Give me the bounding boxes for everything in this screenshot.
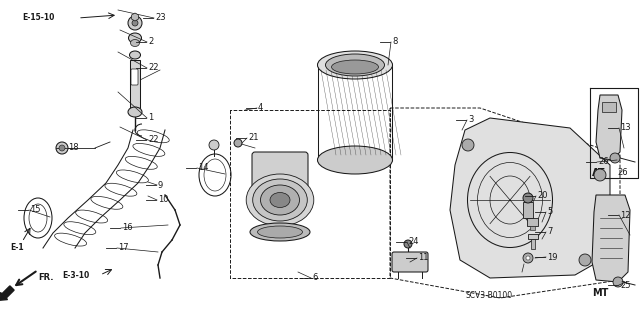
Text: 21: 21	[248, 133, 259, 143]
Text: 19: 19	[547, 253, 557, 262]
Circle shape	[56, 142, 68, 154]
Circle shape	[209, 140, 219, 150]
Text: 9: 9	[158, 181, 163, 189]
Text: 24: 24	[408, 238, 419, 247]
Circle shape	[610, 153, 620, 163]
Polygon shape	[596, 95, 622, 160]
FancyBboxPatch shape	[602, 102, 616, 112]
Ellipse shape	[246, 174, 314, 226]
Text: 11: 11	[418, 254, 429, 263]
Text: E-1: E-1	[10, 243, 24, 253]
Text: 22: 22	[148, 136, 159, 145]
FancyBboxPatch shape	[392, 252, 428, 272]
Circle shape	[234, 139, 242, 147]
Circle shape	[613, 277, 623, 287]
FancyBboxPatch shape	[130, 60, 140, 108]
Ellipse shape	[129, 51, 141, 59]
Ellipse shape	[317, 146, 392, 174]
Circle shape	[594, 169, 606, 181]
Ellipse shape	[257, 226, 303, 238]
Text: 22: 22	[148, 63, 159, 72]
Circle shape	[523, 253, 533, 263]
Text: 26: 26	[598, 158, 609, 167]
Text: 20: 20	[537, 191, 547, 201]
Circle shape	[579, 254, 591, 266]
Text: MT: MT	[592, 288, 609, 298]
Text: 26: 26	[617, 168, 628, 177]
Text: AT: AT	[592, 168, 605, 178]
FancyBboxPatch shape	[528, 234, 538, 239]
Text: E-15-10: E-15-10	[22, 13, 54, 23]
Text: 12: 12	[620, 211, 630, 219]
Circle shape	[59, 145, 65, 151]
Text: 4: 4	[258, 103, 263, 113]
Text: 25: 25	[620, 280, 630, 290]
Ellipse shape	[129, 33, 141, 43]
Circle shape	[526, 256, 530, 260]
Ellipse shape	[131, 40, 140, 47]
Ellipse shape	[326, 54, 385, 76]
Ellipse shape	[128, 107, 142, 117]
Circle shape	[462, 139, 474, 151]
FancyArrow shape	[0, 286, 14, 300]
Text: 13: 13	[620, 123, 630, 132]
Circle shape	[128, 16, 142, 30]
Text: 15: 15	[30, 205, 40, 214]
Text: 10: 10	[158, 196, 168, 204]
Ellipse shape	[332, 60, 378, 74]
FancyBboxPatch shape	[252, 152, 308, 213]
FancyBboxPatch shape	[523, 202, 533, 218]
Ellipse shape	[317, 51, 392, 79]
Text: SCV3-B0100: SCV3-B0100	[465, 292, 512, 300]
Circle shape	[404, 240, 412, 248]
Text: 14: 14	[198, 164, 209, 173]
Text: 5: 5	[547, 207, 552, 217]
Text: 23: 23	[155, 13, 166, 23]
Text: FR.: FR.	[38, 273, 54, 283]
Polygon shape	[450, 118, 610, 278]
Circle shape	[523, 193, 533, 203]
FancyBboxPatch shape	[131, 69, 138, 85]
Polygon shape	[592, 195, 630, 282]
Text: E-3-10: E-3-10	[62, 271, 89, 279]
Text: 3: 3	[468, 115, 474, 124]
Text: 1: 1	[148, 114, 153, 122]
Ellipse shape	[250, 223, 310, 241]
Text: 16: 16	[122, 224, 132, 233]
Ellipse shape	[260, 185, 300, 215]
Ellipse shape	[270, 192, 290, 207]
FancyBboxPatch shape	[531, 239, 535, 249]
FancyBboxPatch shape	[527, 218, 538, 226]
Text: 6: 6	[312, 273, 317, 283]
Text: 18: 18	[68, 144, 79, 152]
Text: 8: 8	[392, 38, 397, 47]
FancyBboxPatch shape	[530, 226, 535, 230]
Text: 17: 17	[118, 243, 129, 253]
Ellipse shape	[253, 179, 307, 221]
Text: 7: 7	[547, 227, 552, 236]
Text: 2: 2	[148, 38, 153, 47]
Circle shape	[132, 20, 138, 26]
